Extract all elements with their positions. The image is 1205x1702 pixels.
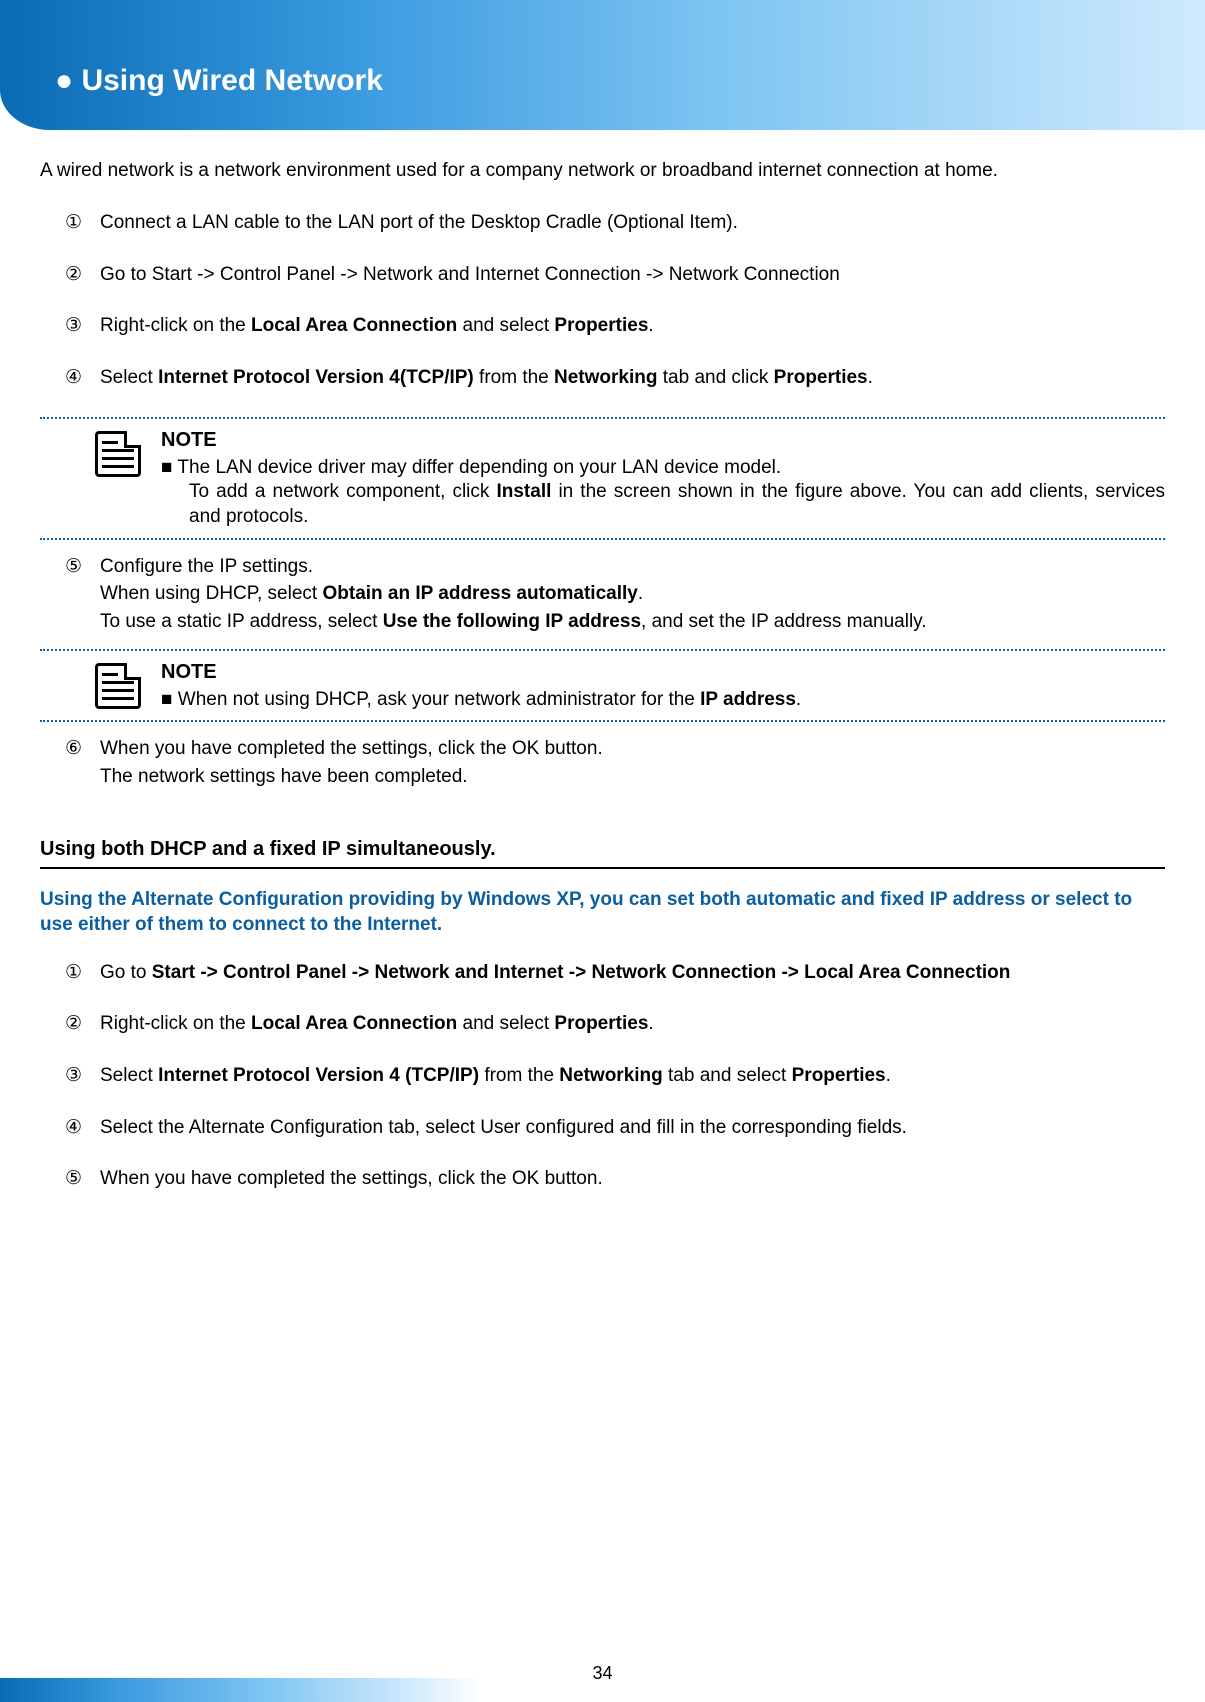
step-text: Right-click on the Local Area Connection…: [100, 1013, 654, 1034]
step-text: Connect a LAN cable to the LAN port of t…: [100, 212, 738, 233]
step-text: Select the Alternate Configuration tab, …: [100, 1117, 907, 1138]
content-area: A wired network is a network environment…: [0, 130, 1205, 1192]
note-body: NOTE ■ The LAN device driver may differ …: [161, 429, 1165, 530]
note-title: NOTE: [161, 661, 1165, 684]
step-6-sub: The network settings have been completed…: [100, 764, 1165, 790]
step-5-sub1: When using DHCP, select Obtain an IP add…: [100, 581, 1165, 607]
steps-list-a: ① Connect a LAN cable to the LAN port of…: [40, 210, 1165, 391]
step-2: ② Go to Start -> Control Panel -> Networ…: [65, 262, 1165, 288]
page: ● Using Wired Network A wired network is…: [0, 0, 1205, 1702]
step-text: Go to Start -> Control Panel -> Network …: [100, 264, 840, 285]
step-b3: ③ Select Internet Protocol Version 4 (TC…: [65, 1063, 1165, 1089]
step-5-sub2: To use a static IP address, select Use t…: [100, 609, 1165, 635]
step-number: ⑤: [65, 554, 82, 580]
step-6: ⑥ When you have completed the settings, …: [65, 736, 1165, 789]
step-b1: ① Go to Start -> Control Panel -> Networ…: [65, 960, 1165, 986]
step-number: ③: [65, 313, 82, 339]
note-icon: [95, 431, 141, 477]
note-text: ■ When not using DHCP, ask your network …: [161, 688, 1165, 713]
note-block-1: NOTE ■ The LAN device driver may differ …: [40, 417, 1165, 540]
step-number: ④: [65, 1115, 82, 1141]
step-text: Configure the IP settings.: [100, 556, 313, 577]
step-b4: ④ Select the Alternate Configuration tab…: [65, 1115, 1165, 1141]
note-title: NOTE: [161, 429, 1165, 452]
subsection-intro: Using the Alternate Configuration provid…: [40, 887, 1165, 938]
note-text: ■ The LAN device driver may differ depen…: [161, 456, 1165, 530]
step-number: ①: [65, 210, 82, 236]
step-text: Right-click on the Local Area Connection…: [100, 315, 654, 336]
steps-list-a-cont: ⑤ Configure the IP settings. When using …: [40, 554, 1165, 635]
step-5: ⑤ Configure the IP settings. When using …: [65, 554, 1165, 635]
step-text: Select Internet Protocol Version 4(TCP/I…: [100, 367, 873, 388]
step-text: Select Internet Protocol Version 4 (TCP/…: [100, 1065, 891, 1086]
step-3: ③ Right-click on the Local Area Connecti…: [65, 313, 1165, 339]
note-icon: [95, 663, 141, 709]
step-1: ① Connect a LAN cable to the LAN port of…: [65, 210, 1165, 236]
page-number: 34: [0, 1663, 1205, 1684]
section-title: ● Using Wired Network: [55, 64, 383, 98]
step-text: When you have completed the settings, cl…: [100, 1168, 603, 1189]
step-number: ⑤: [65, 1166, 82, 1192]
step-number: ②: [65, 1011, 82, 1037]
note-block-2: NOTE ■ When not using DHCP, ask your net…: [40, 649, 1165, 723]
step-number: ②: [65, 262, 82, 288]
step-b2: ② Right-click on the Local Area Connecti…: [65, 1011, 1165, 1037]
step-number: ①: [65, 960, 82, 986]
intro-paragraph: A wired network is a network environment…: [40, 160, 1165, 182]
step-4: ④ Select Internet Protocol Version 4(TCP…: [65, 365, 1165, 391]
note-body: NOTE ■ When not using DHCP, ask your net…: [161, 661, 1165, 713]
step-number: ③: [65, 1063, 82, 1089]
step-text: Go to Start -> Control Panel -> Network …: [100, 962, 1010, 983]
step-text: When you have completed the settings, cl…: [100, 738, 603, 759]
step-number: ④: [65, 365, 82, 391]
step-number: ⑥: [65, 736, 82, 762]
steps-list-a-cont2: ⑥ When you have completed the settings, …: [40, 736, 1165, 789]
steps-list-b: ① Go to Start -> Control Panel -> Networ…: [40, 960, 1165, 1192]
subsection-heading: Using both DHCP and a fixed IP simultane…: [40, 838, 1165, 869]
step-b5: ⑤ When you have completed the settings, …: [65, 1166, 1165, 1192]
header-bar: ● Using Wired Network: [0, 0, 1205, 130]
